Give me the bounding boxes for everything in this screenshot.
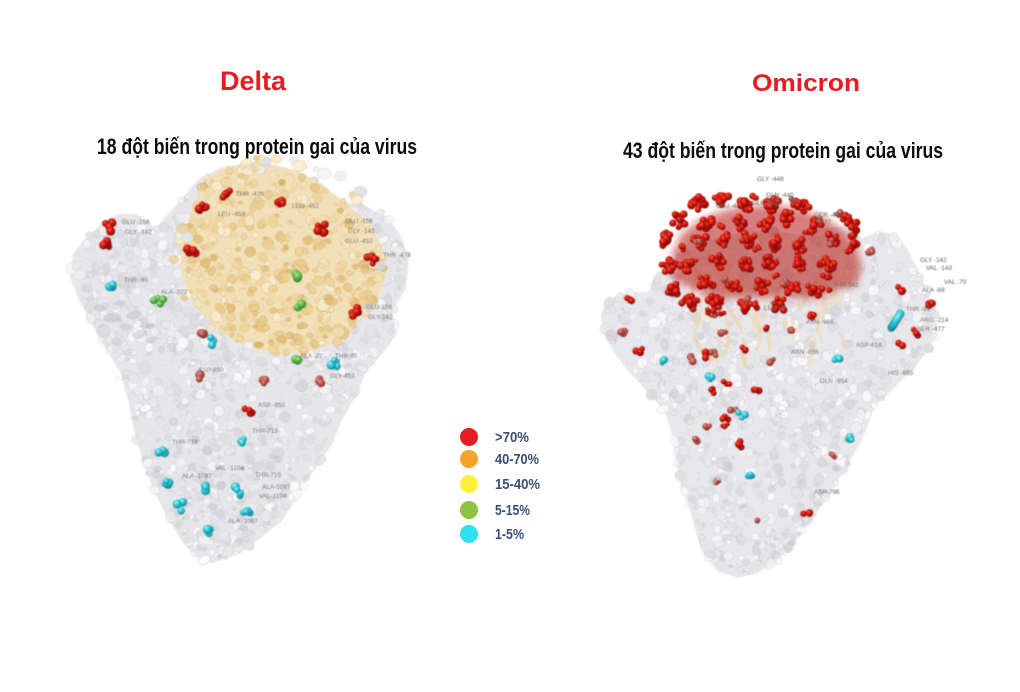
svg-text:43 đột biến trong protein gai: 43 đột biến trong protein gai của virus: [623, 138, 943, 163]
svg-text:THR-716: THR-716: [172, 439, 198, 446]
svg-text:GLU -156: GLU -156: [122, 219, 150, 226]
svg-text:GLY -142: GLY -142: [348, 228, 375, 235]
svg-text:GLU -4: GLU -4: [716, 203, 737, 210]
svg-text:ASP -950: ASP -950: [258, 402, 286, 409]
svg-text:ASN -969: ASN -969: [806, 319, 834, 326]
svg-text:VAL -70: VAL -70: [944, 279, 967, 286]
svg-text:GER -44: GER -44: [814, 212, 839, 219]
svg-text:GLY -142: GLY -142: [125, 229, 152, 236]
svg-text:GLU-156: GLU-156: [366, 304, 392, 311]
svg-text:THR -95: THR -95: [124, 277, 149, 284]
svg-text:VAL -143: VAL -143: [926, 265, 952, 272]
svg-text:THR-715: THR-715: [255, 472, 281, 479]
svg-text:HIS -655: HIS -655: [888, 370, 914, 377]
svg-text:VAL -1104: VAL -1104: [215, 465, 244, 472]
svg-text:GLY-142: GLY-142: [368, 314, 393, 321]
svg-text:LEU -4: LEU -4: [764, 305, 784, 312]
svg-text:15-40%: 15-40%: [495, 477, 540, 493]
svg-text:LEU -452: LEU -452: [292, 203, 319, 210]
svg-text:ALA -69: ALA -69: [922, 287, 945, 294]
svg-text:ALA -1087: ALA -1087: [228, 518, 258, 525]
svg-text:GLY-453: GLY-453: [330, 373, 355, 380]
svg-text:ASP-796: ASP-796: [814, 489, 840, 496]
svg-text:1-5%: 1-5%: [495, 527, 524, 543]
svg-text:SER -477: SER -477: [917, 326, 945, 333]
svg-text:40-70%: 40-70%: [495, 452, 539, 468]
svg-text:THR-541: THR-541: [833, 282, 859, 289]
svg-text:GLU -156: GLU -156: [345, 218, 373, 225]
svg-text:THR -95: THR -95: [906, 306, 931, 313]
svg-text:GLY -142: GLY -142: [920, 257, 947, 264]
svg-text:-77: -77: [822, 219, 832, 226]
svg-text:ARG -214: ARG -214: [920, 317, 949, 324]
svg-text:GLN -440: GLN -440: [766, 192, 794, 199]
svg-text:THR-713: THR-713: [252, 428, 278, 435]
svg-text:ASN -856: ASN -856: [791, 349, 819, 356]
svg-text:ALA -222: ALA -222: [161, 289, 188, 296]
svg-text:GLN -954: GLN -954: [820, 378, 848, 385]
svg-text:LEU -453: LEU -453: [218, 211, 245, 218]
svg-text:Delta: Delta: [220, 66, 287, 96]
svg-text:18 đột biến trong protein gai: 18 đột biến trong protein gai của virus: [97, 134, 417, 159]
svg-text:GLU-489Y: GLU-489Y: [752, 200, 783, 207]
svg-text:ASP-950: ASP-950: [198, 367, 224, 374]
svg-text:ALA -1087: ALA -1087: [182, 473, 212, 480]
svg-text:GLY -446: GLY -446: [757, 176, 784, 183]
svg-text:THR -478: THR -478: [236, 191, 264, 198]
svg-text:Omicron: Omicron: [752, 70, 860, 97]
svg-text:ALA -27: ALA -27: [300, 353, 323, 360]
svg-text:THR -478: THR -478: [383, 252, 411, 259]
svg-text:>70%: >70%: [495, 430, 529, 446]
svg-text:GLU -452: GLU -452: [345, 238, 373, 245]
svg-text:ASP-614: ASP-614: [856, 342, 882, 349]
svg-text:VAL-1104: VAL-1104: [259, 493, 287, 500]
svg-text:THR-95: THR-95: [335, 353, 358, 360]
svg-text:5-15%: 5-15%: [495, 503, 530, 519]
svg-text:ALA-1087: ALA-1087: [262, 484, 291, 491]
